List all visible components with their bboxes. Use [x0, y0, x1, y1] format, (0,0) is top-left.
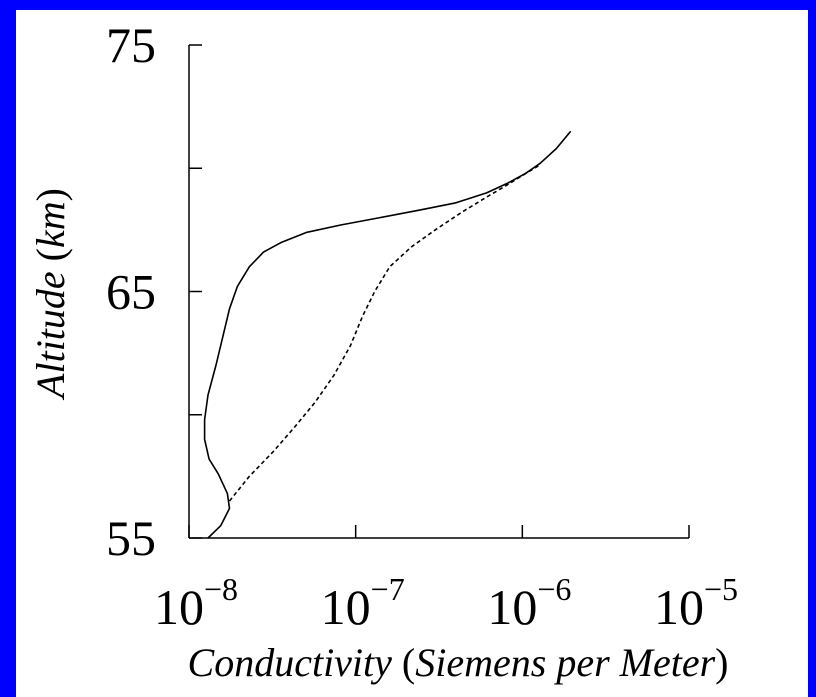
y-axis-title-unit: km — [28, 201, 73, 248]
x-tick-label: 10−5 — [654, 571, 738, 635]
x-tick-label: 10−8 — [154, 571, 238, 635]
x-tick-label-exponent: −8 — [204, 571, 238, 607]
y-axis-title-open-paren: ( — [28, 248, 73, 261]
x-tick-label-exponent: −7 — [371, 571, 405, 607]
axes — [188, 44, 690, 539]
solid-conductivity-line — [203, 130, 572, 539]
x-tick-label-exponent: −5 — [704, 571, 738, 607]
x-tick-label-base: 10 — [654, 579, 704, 635]
x-axis-title-open-paren: ( — [402, 640, 415, 685]
x-axis-title-unit: Siemens per Meter — [415, 640, 715, 685]
x-tick-label-base: 10 — [321, 579, 371, 635]
y-axis-title-main: Altitude — [28, 271, 73, 401]
x-tick-label: 10−6 — [487, 571, 571, 635]
dashed-conductivity-line — [228, 165, 539, 502]
y-axis-title: Altitude (km) — [28, 188, 73, 401]
y-axis-title-close-paren: ) — [28, 188, 73, 201]
x-tick-label: 10−7 — [321, 571, 405, 635]
x-axis-title-main: Conductivity — [188, 640, 393, 685]
y-tick-label: 75 — [106, 17, 156, 73]
x-axis-title: Conductivity (Siemens per Meter) — [188, 640, 729, 685]
series-group — [203, 130, 572, 539]
y-tick-label: 65 — [106, 264, 156, 320]
x-axis-title-close-paren: ) — [715, 640, 728, 685]
x-tick-label-base: 10 — [154, 579, 204, 635]
y-tick-label: 55 — [106, 510, 156, 566]
figure-frame — [16, 10, 808, 697]
x-tick-label-exponent: −6 — [537, 571, 571, 607]
x-tick-label-base: 10 — [487, 579, 537, 635]
